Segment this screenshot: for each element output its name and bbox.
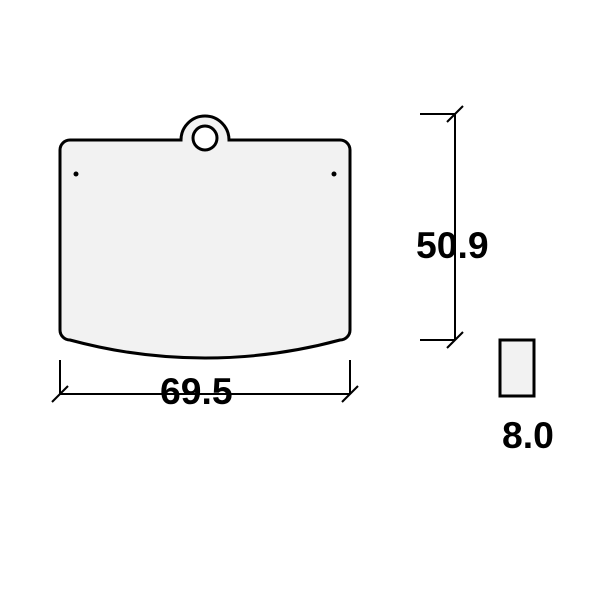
drawing-svg [0,0,600,600]
tab-hole [193,126,217,150]
width-dimension-label: 69.5 [160,370,233,413]
height-dimension-label: 50.9 [416,224,489,267]
side-view-rect [500,340,534,396]
pin-hole-right [332,172,337,177]
pin-hole-left [74,172,79,177]
drawing-stage: 69.5 50.9 8.0 [0,0,600,600]
thickness-dimension-label: 8.0 [502,414,554,457]
brake-pad-outline [60,116,350,358]
